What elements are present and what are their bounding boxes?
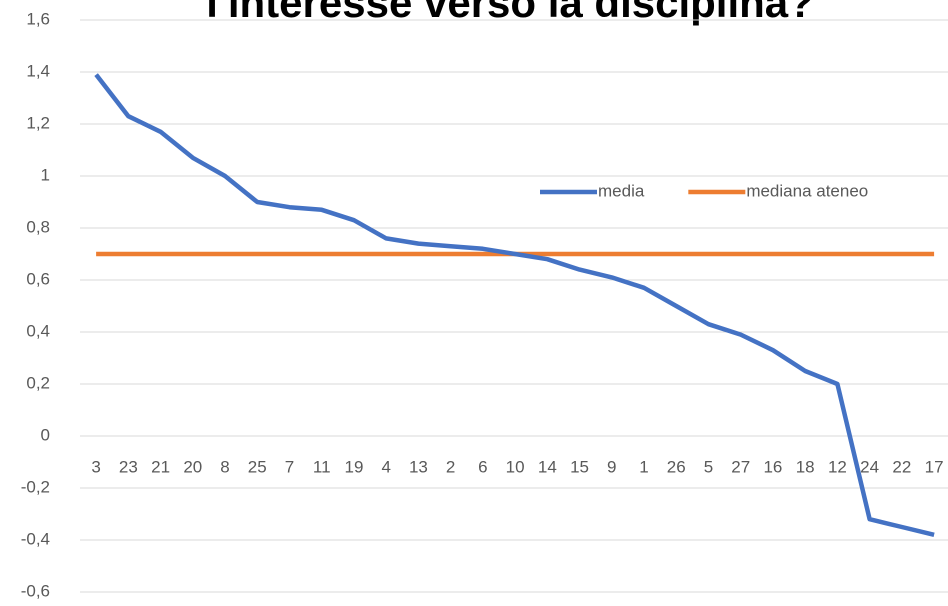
x-tick-label: 15: [570, 457, 589, 476]
x-tick-label: 25: [248, 457, 267, 476]
x-tick-label: 13: [409, 457, 428, 476]
legend-label: mediana ateneo: [746, 181, 868, 200]
x-tick-label: 6: [478, 457, 487, 476]
x-tick-label: 19: [344, 457, 363, 476]
y-tick-label: 1,2: [26, 113, 50, 132]
y-tick-label: 0,8: [26, 217, 50, 236]
x-tick-label: 17: [925, 457, 944, 476]
series-line: [94, 73, 935, 537]
x-tick-label: 11: [313, 457, 331, 476]
y-tick-label: -0,6: [21, 581, 50, 600]
y-tick-label: -0,4: [21, 529, 50, 548]
x-tick-label: 5: [704, 457, 713, 476]
y-tick-label: 0,2: [26, 373, 50, 392]
x-tick-label: 18: [796, 457, 815, 476]
y-tick-label: 0: [41, 425, 50, 444]
x-tick-label: 20: [183, 457, 202, 476]
x-tick-label: 27: [731, 457, 750, 476]
legend: media mediana ateneo: [540, 181, 868, 200]
y-tick-label: 0,6: [26, 269, 50, 288]
y-tick-label: 1,4: [26, 61, 50, 80]
x-tick-label: 10: [506, 457, 525, 476]
x-tick-label: 14: [538, 457, 557, 476]
x-tick-label: 16: [763, 457, 782, 476]
y-tick-label: 0,4: [26, 321, 50, 340]
x-tick-label: 21: [151, 457, 170, 476]
x-tick-label: 1: [639, 457, 648, 476]
x-tick-label: 9: [607, 457, 616, 476]
x-tick-label: 24: [860, 457, 879, 476]
x-tick-label: 3: [91, 457, 100, 476]
chart-title: l'interesse verso la disciplina?: [206, 0, 814, 26]
x-tick-label: 4: [381, 457, 390, 476]
x-tick-label: 8: [220, 457, 229, 476]
x-tick-label: 26: [667, 457, 686, 476]
x-tick-label: 2: [446, 457, 455, 476]
y-tick-label: -0,2: [21, 477, 50, 496]
y-tick-label: 1,6: [26, 9, 50, 28]
legend-label: media: [598, 181, 645, 200]
y-tick-label: 1: [41, 165, 50, 184]
x-tick-label: 12: [828, 457, 847, 476]
x-tick-label: 7: [285, 457, 294, 476]
x-tick-label: 23: [119, 457, 138, 476]
x-tick-label: 22: [892, 457, 911, 476]
